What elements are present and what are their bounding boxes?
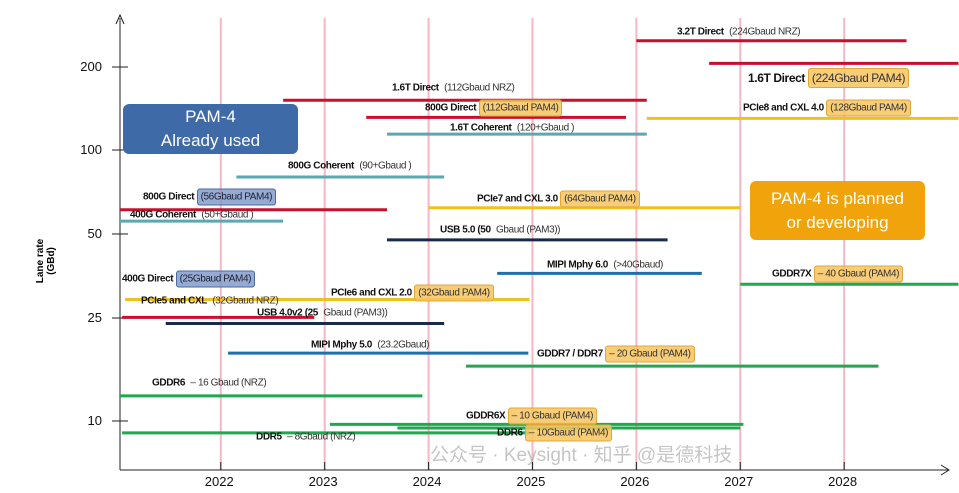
label-detail: – 40 Gbaud (PAM4)	[813, 265, 904, 283]
label-name: 800G Coherent	[288, 160, 354, 172]
y-tick-label: 200	[80, 59, 102, 74]
range-label: 800G Direct (56Gbaud PAM4)	[143, 188, 277, 206]
label-name: DDR6	[497, 427, 523, 439]
range-label: 1.6T Coherent (120+Gbaud )	[450, 123, 577, 134]
y-axis-arrow	[115, 13, 125, 25]
label-detail: (224Gbaud NRZ)	[729, 26, 801, 38]
label-name: 400G Coherent	[130, 209, 196, 221]
x-tick-label: 2025	[516, 474, 546, 489]
label-detail: Gbaud (PAM3))	[496, 224, 561, 236]
x-tick-label: 2026	[620, 474, 650, 489]
label-name: GDDR6X	[466, 410, 506, 422]
label-name: MIPI Mphy 5.0	[311, 339, 372, 351]
range-label: 1.6T Direct (112Gbaud NRZ)	[392, 83, 517, 94]
label-name: USB 5.0 (50	[440, 224, 491, 236]
range-label: 800G Direct (112Gbaud PAM4)	[425, 99, 563, 117]
label-detail: Gbaud (PAM3))	[323, 307, 388, 319]
label-name: DDR5	[256, 431, 282, 443]
label-name: GDDR7 / DDR7	[537, 348, 603, 360]
label-detail: – 10 Gbaud (PAM4)	[507, 407, 598, 425]
y-tick-label: 100	[80, 142, 102, 157]
callout-line: or developing	[786, 212, 889, 232]
label-name: PCIe7 and CXL 3.0	[477, 193, 558, 205]
label-detail: (120+Gbaud )	[516, 122, 575, 134]
label-name: 800G Direct	[143, 191, 195, 203]
label-detail: (112Gbaud NRZ)	[444, 82, 515, 94]
range-label: USB 5.0 (50 Gbaud (PAM3))	[440, 225, 563, 236]
label-detail: (56Gbaud PAM4)	[196, 188, 277, 206]
label-name: USB 4.0v2 (25	[257, 307, 318, 319]
label-detail: (90+Gbaud )	[359, 160, 412, 172]
range-label: GDDR7 / DDR7 – 20 Gbaud (PAM4)	[537, 345, 695, 363]
watermark: 公众号 · Keysight · 知乎 @是德科技	[430, 445, 733, 466]
range-label: MIPI Mphy 5.0 (23.2Gbaud)	[311, 340, 432, 351]
label-detail: (>40Gbaud)	[613, 259, 663, 271]
x-tick-label: 2022	[204, 474, 234, 489]
label-name: 3.2T Direct	[677, 26, 724, 38]
range-label: 3.2T Direct (224Gbaud NRZ)	[677, 27, 803, 38]
y-tick-label: 50	[87, 226, 102, 241]
label-detail: (32Gbaud NRZ)	[212, 295, 279, 307]
y-tick-label: 25	[87, 310, 102, 325]
range-label: MIPI Mphy 6.0 (>40Gbaud)	[547, 260, 666, 271]
range-label: PCIe6 and CXL 2.0 (32Gbaud PAM4)	[331, 284, 494, 302]
label-name: 1.6T Direct	[748, 71, 805, 85]
label-detail: (64Gbaud PAM4)	[560, 190, 640, 208]
range-label: GDDR6 – 16 Gbaud (NRZ)	[152, 378, 269, 389]
range-label: PCIe5 and CXL (32Gbaud NRZ)	[141, 296, 281, 307]
range-label: GDDR7X – 40 Gbaud (PAM4)	[772, 265, 904, 283]
callout-line: Already used	[160, 131, 261, 150]
label-name: GDDR7X	[772, 268, 812, 280]
label-detail: (112Gbaud PAM4)	[478, 99, 563, 117]
x-tick-label: 2023	[308, 474, 338, 489]
label-detail: (32Gbaud PAM4)	[414, 284, 494, 302]
label-name: PCIe8 and CXL 4.0	[743, 102, 824, 114]
label-name: 400G Direct	[122, 273, 174, 285]
range-label: GDDR6X – 10 Gbaud (PAM4)	[466, 407, 598, 425]
label-detail: – 8Gbaud (NRZ)	[287, 431, 356, 443]
callout-pam4-used: PAM-4 Already used	[123, 104, 298, 154]
range-label: PCIe8 and CXL 4.0 (128Gbaud PAM4)	[743, 99, 911, 117]
x-tick-label: 2024	[412, 474, 442, 489]
x-tick-label: 2027	[724, 474, 754, 489]
callout-pam4-planned: PAM-4 is planned or developing	[750, 181, 925, 240]
label-name: GDDR6	[152, 377, 186, 389]
range-label: 400G Coherent (50+Gbaud )	[130, 210, 256, 221]
y-axis-label: Lane rate (GBd)	[35, 238, 57, 284]
label-name: 800G Direct	[425, 102, 477, 114]
range-label: 1.6T Direct (224Gbaud PAM4)	[748, 68, 910, 88]
range-label: DDR5 – 8Gbaud (NRZ)	[256, 432, 358, 443]
y-tick-label: 10	[87, 413, 102, 428]
label-name: PCIe6 and CXL 2.0	[331, 287, 412, 299]
label-detail: (224Gbaud PAM4)	[807, 68, 910, 88]
range-label: USB 4.0v2 (25 Gbaud (PAM3))	[257, 308, 390, 319]
range-label: DDR6 – 10Gbaud (PAM4)	[497, 424, 613, 442]
label-name: MIPI Mphy 6.0	[547, 259, 608, 271]
callout-line: PAM-4 is planned	[771, 188, 904, 208]
x-axis-arrow	[940, 464, 950, 476]
x-tick-label: 2028	[828, 474, 858, 489]
label-detail: – 20 Gbaud (PAM4)	[605, 345, 695, 363]
label-detail: – 10Gbaud (PAM4)	[525, 424, 613, 442]
range-label: 800G Coherent (90+Gbaud )	[288, 161, 414, 172]
label-detail: (50+Gbaud )	[201, 209, 254, 221]
range-label: PCIe7 and CXL 3.0 (64Gbaud PAM4)	[477, 190, 640, 208]
label-detail: (25Gbaud PAM4)	[175, 270, 256, 288]
label-name: 1.6T Direct	[392, 82, 439, 94]
label-name: 1.6T Coherent	[450, 122, 512, 134]
label-detail: – 16 Gbaud (NRZ)	[190, 377, 267, 389]
label-detail: (128Gbaud PAM4)	[826, 99, 911, 117]
range-label: 400G Direct (25Gbaud PAM4)	[122, 270, 256, 288]
label-detail: (23.2Gbaud)	[377, 339, 430, 351]
callout-line: PAM-4	[185, 107, 236, 126]
label-name: PCIe5 and CXL	[141, 295, 207, 307]
